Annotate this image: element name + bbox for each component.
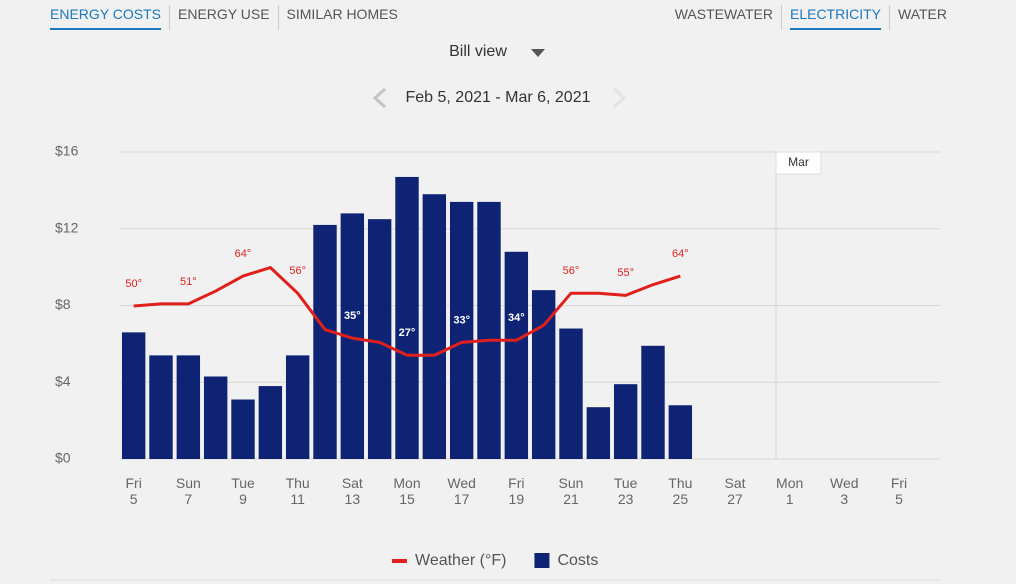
weather-line bbox=[133, 266, 681, 357]
y-tick-label: $0 bbox=[55, 450, 71, 466]
bar bbox=[313, 224, 337, 459]
bar bbox=[586, 407, 611, 459]
x-tick-label: Sun 7 bbox=[176, 475, 201, 507]
x-tick-label: Sat 27 bbox=[724, 475, 745, 507]
bar bbox=[668, 405, 693, 459]
x-tick-label: Sat 13 bbox=[342, 475, 363, 507]
tab[interactable]: ENERGY COSTS bbox=[50, 5, 169, 30]
tab[interactable]: ELECTRICITY bbox=[780, 5, 889, 30]
data-label: 35° bbox=[344, 310, 361, 322]
bar bbox=[149, 355, 173, 459]
x-tick-label: Wed 17 bbox=[447, 475, 476, 507]
x-tick-label: Fri 19 bbox=[508, 475, 524, 507]
bar bbox=[449, 201, 474, 459]
date-range-label: Feb 5, 2021 - Mar 6, 2021 bbox=[405, 89, 591, 106]
bar bbox=[203, 376, 228, 459]
data-label: 27° bbox=[399, 327, 416, 339]
x-tick-label: Fri 5 bbox=[126, 475, 142, 507]
bar bbox=[121, 332, 146, 459]
x-tick-label: Sun 21 bbox=[559, 475, 584, 507]
data-label: 64° bbox=[672, 248, 689, 260]
utility-tabs: WASTEWATER ELECTRICITY WATER bbox=[675, 5, 955, 30]
bar bbox=[531, 290, 556, 459]
x-tick-label: Tue 23 bbox=[614, 475, 638, 507]
x-tick-label: Mon 1 bbox=[776, 475, 803, 507]
prev-arrow[interactable] bbox=[372, 87, 387, 109]
view-selector[interactable]: Bill view bbox=[0, 43, 1016, 61]
tab-label: SIMILAR HOMES bbox=[286, 6, 398, 22]
tab-label: WATER bbox=[898, 6, 947, 22]
month-label: Mar bbox=[788, 155, 809, 169]
data-label: 33° bbox=[453, 314, 470, 326]
bar bbox=[285, 355, 310, 459]
y-tick-label: $16 bbox=[55, 143, 79, 159]
view-selector-label: Bill view bbox=[449, 43, 507, 60]
tab-label: ELECTRICITY bbox=[789, 5, 881, 30]
data-label: 56° bbox=[289, 265, 306, 277]
bar bbox=[258, 386, 283, 459]
data-label: 50° bbox=[125, 278, 142, 290]
month-box bbox=[775, 151, 822, 175]
tab[interactable]: SIMILAR HOMES bbox=[277, 5, 406, 30]
legend-swatch bbox=[534, 553, 550, 568]
tab[interactable]: ENERGY USE bbox=[169, 5, 278, 30]
view-tabs: ENERGY COSTS ENERGY USE SIMILAR HOMES bbox=[50, 5, 406, 30]
legend-label: Costs bbox=[557, 552, 598, 569]
tab-label: WASTEWATER bbox=[674, 6, 773, 22]
bar bbox=[340, 213, 365, 459]
x-tick-label: Thu 25 bbox=[668, 475, 692, 507]
y-tick-label: $4 bbox=[55, 373, 71, 389]
tab-label: ENERGY COSTS bbox=[50, 5, 161, 30]
data-label: 55° bbox=[617, 267, 634, 279]
data-label: 64° bbox=[235, 248, 252, 260]
tab[interactable]: WATER bbox=[889, 5, 955, 30]
data-label: 34° bbox=[508, 312, 525, 324]
next-arrow[interactable] bbox=[612, 87, 627, 109]
bar bbox=[395, 176, 419, 459]
data-label: 51° bbox=[180, 276, 197, 288]
y-tick-label: $12 bbox=[55, 219, 79, 235]
date-range: Feb 5, 2021 - Mar 6, 2021 bbox=[0, 89, 1016, 107]
bar bbox=[504, 251, 529, 459]
y-tick-label: $8 bbox=[55, 296, 71, 312]
x-tick-label: Mon 15 bbox=[393, 475, 420, 507]
tab-label: ENERGY USE bbox=[178, 6, 270, 22]
bar bbox=[176, 355, 201, 459]
x-tick-label: Wed 3 bbox=[830, 475, 859, 507]
bar bbox=[231, 399, 255, 459]
legend-label: Weather (°F) bbox=[415, 552, 506, 569]
bar bbox=[613, 384, 638, 459]
tab[interactable]: WASTEWATER bbox=[675, 5, 781, 30]
bar bbox=[422, 194, 447, 459]
x-tick-label: Tue 9 bbox=[231, 475, 255, 507]
bar bbox=[641, 345, 665, 459]
dropdown-arrow[interactable] bbox=[531, 49, 545, 57]
bar bbox=[477, 201, 501, 459]
x-tick-label: Fri 5 bbox=[891, 475, 907, 507]
x-tick-label: Thu 11 bbox=[286, 475, 310, 507]
bar bbox=[367, 219, 392, 459]
bar bbox=[559, 328, 583, 459]
data-label: 56° bbox=[563, 265, 580, 277]
